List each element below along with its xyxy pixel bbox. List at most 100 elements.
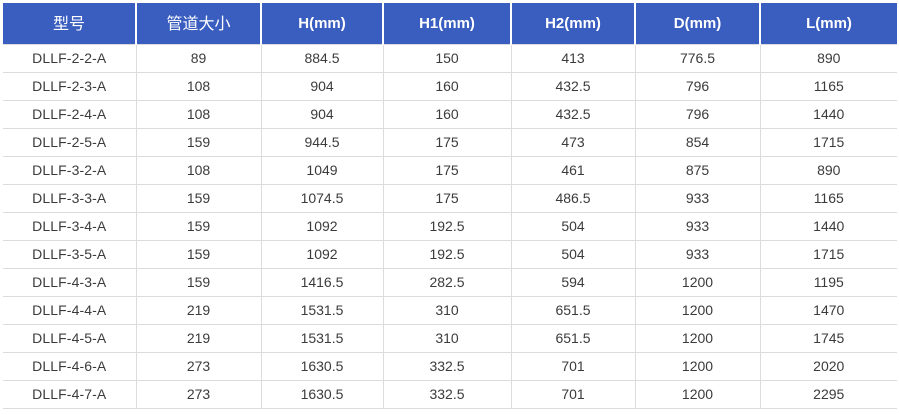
cell-h1: 192.5 <box>383 212 512 241</box>
cell-l: 2295 <box>760 380 897 409</box>
table-row: DLLF-3-3-A 159 1074.5 175 486.5 933 1165 <box>3 184 897 213</box>
table-row: DLLF-2-4-A 108 904 160 432.5 796 1440 <box>3 100 897 129</box>
cell-l: 890 <box>760 156 897 185</box>
cell-d: 933 <box>635 212 761 241</box>
cell-pipe: 159 <box>136 128 262 157</box>
cell-h: 884.5 <box>261 44 384 73</box>
cell-pipe: 219 <box>136 324 262 353</box>
cell-pipe: 273 <box>136 352 262 381</box>
table-row: DLLF-3-2-A 108 1049 175 461 875 890 <box>3 156 897 185</box>
cell-d: 933 <box>635 240 761 269</box>
table-row: DLLF-4-7-A 273 1630.5 332.5 701 1200 2295 <box>3 380 897 409</box>
cell-h2: 461 <box>511 156 636 185</box>
cell-d: 1200 <box>635 352 761 381</box>
cell-h: 1092 <box>261 240 384 269</box>
cell-l: 890 <box>760 44 897 73</box>
cell-h: 1630.5 <box>261 380 384 409</box>
cell-l: 2020 <box>760 352 897 381</box>
cell-h1: 175 <box>383 184 512 213</box>
cell-pipe: 273 <box>136 380 262 409</box>
cell-h2: 701 <box>511 380 636 409</box>
cell-model: DLLF-3-3-A <box>3 184 137 213</box>
column-header-d[interactable]: D(mm) <box>635 3 761 45</box>
cell-h2: 432.5 <box>511 72 636 101</box>
cell-d: 854 <box>635 128 761 157</box>
cell-l: 1745 <box>760 324 897 353</box>
cell-l: 1470 <box>760 296 897 325</box>
column-header-pipe[interactable]: 管道大小 <box>136 3 262 45</box>
cell-h1: 150 <box>383 44 512 73</box>
cell-h: 944.5 <box>261 128 384 157</box>
cell-pipe: 108 <box>136 100 262 129</box>
cell-h2: 473 <box>511 128 636 157</box>
cell-pipe: 219 <box>136 296 262 325</box>
table-row: DLLF-2-3-A 108 904 160 432.5 796 1165 <box>3 72 897 101</box>
table-row: DLLF-3-4-A 159 1092 192.5 504 933 1440 <box>3 212 897 241</box>
cell-l: 1165 <box>760 184 897 213</box>
cell-d: 933 <box>635 184 761 213</box>
column-header-h[interactable]: H(mm) <box>261 3 384 45</box>
cell-h2: 504 <box>511 212 636 241</box>
cell-h: 1630.5 <box>261 352 384 381</box>
table-body: DLLF-2-2-A 89 884.5 150 413 776.5 890 DLLF-2-3-… <box>3 44 897 409</box>
cell-h: 1416.5 <box>261 268 384 297</box>
cell-h: 904 <box>261 72 384 101</box>
cell-d: 776.5 <box>635 44 761 73</box>
cell-h2: 651.5 <box>511 324 636 353</box>
cell-model: DLLF-2-2-A <box>3 44 137 73</box>
table-row: DLLF-4-5-A 219 1531.5 310 651.5 1200 1745 <box>3 324 897 353</box>
cell-l: 1440 <box>760 100 897 129</box>
cell-h: 1049 <box>261 156 384 185</box>
cell-h2: 486.5 <box>511 184 636 213</box>
cell-pipe: 159 <box>136 184 262 213</box>
cell-h1: 310 <box>383 296 512 325</box>
cell-d: 1200 <box>635 268 761 297</box>
cell-h: 1074.5 <box>261 184 384 213</box>
cell-h1: 310 <box>383 324 512 353</box>
specification-table: 型号 管道大小 H(mm) H1(mm) H2(mm) D(mm) L(mm) DLLF-2… <box>3 3 897 409</box>
table-row: DLLF-4-3-A 159 1416.5 282.5 594 1200 1195 <box>3 268 897 297</box>
cell-h1: 192.5 <box>383 240 512 269</box>
column-header-model[interactable]: 型号 <box>3 3 137 45</box>
column-header-h1[interactable]: H1(mm) <box>383 3 512 45</box>
cell-pipe: 108 <box>136 156 262 185</box>
cell-model: DLLF-2-5-A <box>3 128 137 157</box>
cell-pipe: 108 <box>136 72 262 101</box>
cell-l: 1715 <box>760 240 897 269</box>
cell-d: 796 <box>635 72 761 101</box>
cell-model: DLLF-3-5-A <box>3 240 137 269</box>
cell-pipe: 159 <box>136 240 262 269</box>
cell-model: DLLF-2-3-A <box>3 72 137 101</box>
column-header-h2[interactable]: H2(mm) <box>511 3 636 45</box>
cell-l: 1165 <box>760 72 897 101</box>
cell-h2: 651.5 <box>511 296 636 325</box>
cell-h2: 413 <box>511 44 636 73</box>
table-row: DLLF-2-2-A 89 884.5 150 413 776.5 890 <box>3 44 897 73</box>
cell-model: DLLF-2-4-A <box>3 100 137 129</box>
cell-h2: 504 <box>511 240 636 269</box>
cell-model: DLLF-3-4-A <box>3 212 137 241</box>
cell-d: 875 <box>635 156 761 185</box>
cell-l: 1715 <box>760 128 897 157</box>
cell-h: 1531.5 <box>261 324 384 353</box>
cell-h: 904 <box>261 100 384 129</box>
cell-h1: 332.5 <box>383 380 512 409</box>
cell-model: DLLF-3-2-A <box>3 156 137 185</box>
table-header: 型号 管道大小 H(mm) H1(mm) H2(mm) D(mm) L(mm) <box>3 3 897 45</box>
column-header-l[interactable]: L(mm) <box>760 3 897 45</box>
cell-d: 1200 <box>635 324 761 353</box>
table-row: DLLF-2-5-A 159 944.5 175 473 854 1715 <box>3 128 897 157</box>
cell-h2: 701 <box>511 352 636 381</box>
table-header-row: 型号 管道大小 H(mm) H1(mm) H2(mm) D(mm) L(mm) <box>3 3 897 45</box>
cell-model: DLLF-4-6-A <box>3 352 137 381</box>
cell-d: 796 <box>635 100 761 129</box>
cell-model: DLLF-4-5-A <box>3 324 137 353</box>
cell-h2: 432.5 <box>511 100 636 129</box>
cell-h: 1531.5 <box>261 296 384 325</box>
cell-h1: 175 <box>383 128 512 157</box>
cell-pipe: 159 <box>136 212 262 241</box>
cell-h1: 332.5 <box>383 352 512 381</box>
cell-h1: 160 <box>383 72 512 101</box>
cell-h: 1092 <box>261 212 384 241</box>
cell-d: 1200 <box>635 380 761 409</box>
